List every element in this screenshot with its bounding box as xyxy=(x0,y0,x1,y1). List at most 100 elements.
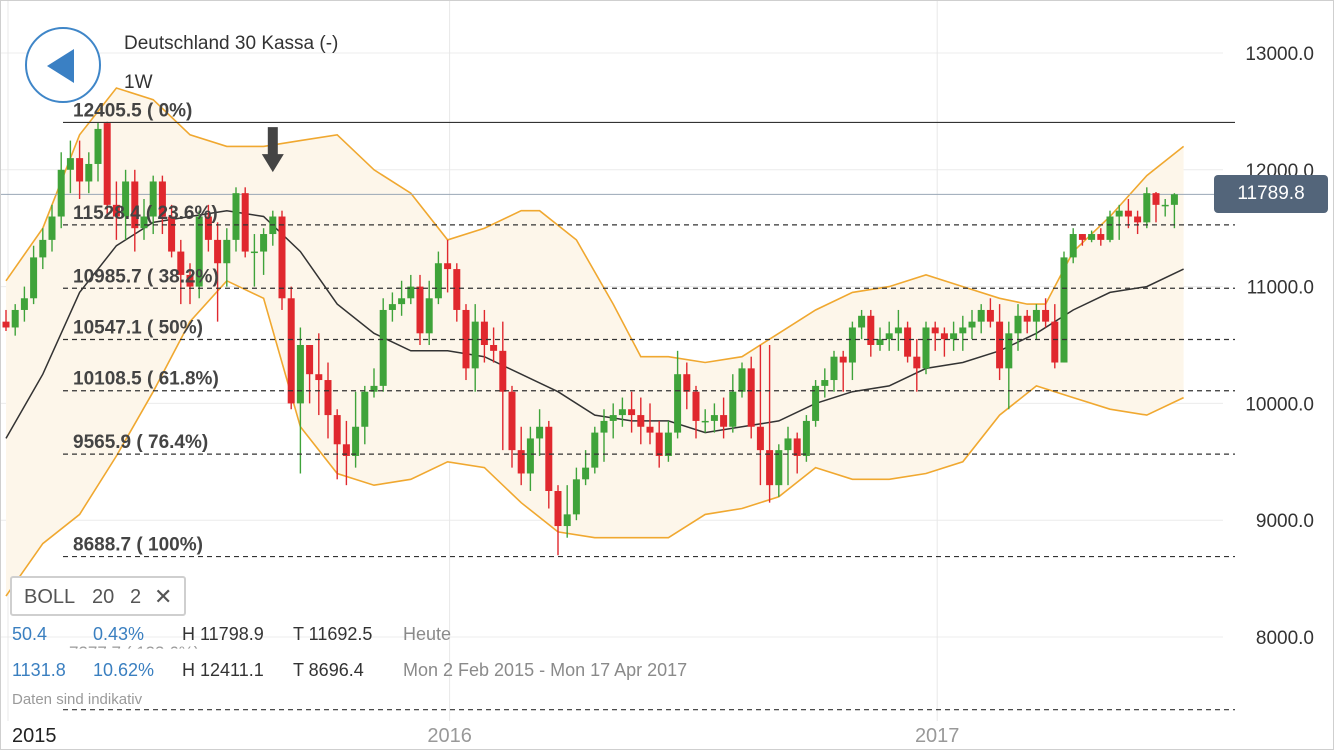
candle-down xyxy=(904,327,912,357)
candle-up xyxy=(802,420,810,456)
range-label: Mon 2 Feb 2015 - Mon 17 Apr 2017 xyxy=(403,660,688,680)
candle-down xyxy=(554,491,562,527)
candle-up xyxy=(94,128,102,164)
candle-up xyxy=(1106,216,1114,240)
candle-down xyxy=(1124,210,1132,217)
candle-up xyxy=(830,356,838,381)
candle-up xyxy=(140,216,148,229)
candle-up xyxy=(784,438,792,451)
candle-down xyxy=(692,391,700,421)
candle-up xyxy=(876,339,884,345)
today-label: Heute xyxy=(403,624,452,644)
y-tick-label: 13000.0 xyxy=(1245,44,1314,65)
candle-up xyxy=(664,432,672,456)
bollinger-middle-line xyxy=(5,209,1184,439)
close-x-icon[interactable]: ✕ xyxy=(154,584,173,609)
candle-up xyxy=(563,514,571,527)
candle-down xyxy=(342,444,350,456)
candle-down xyxy=(444,263,452,270)
today-change: 50.4 xyxy=(12,624,48,644)
candle-up xyxy=(388,304,396,310)
candle-up xyxy=(471,321,479,369)
candle-down xyxy=(1078,234,1086,240)
candle-up xyxy=(609,415,617,421)
indicator-stddev: 2 xyxy=(130,586,142,608)
candle-up xyxy=(1060,257,1068,363)
candle-down xyxy=(76,158,84,182)
candle-down xyxy=(655,432,663,456)
candle-down xyxy=(241,193,249,252)
candle-up xyxy=(1032,309,1040,322)
candle-down xyxy=(177,251,185,275)
candle-up xyxy=(11,309,19,328)
candle-down xyxy=(756,426,764,451)
candle-down xyxy=(508,391,516,451)
candle-down xyxy=(324,380,332,416)
candle-down xyxy=(416,286,424,334)
candle-up xyxy=(1143,193,1151,223)
bollinger-indicator-chip[interactable]: BOLL 20 2 ✕ xyxy=(10,576,186,616)
candle-down xyxy=(103,123,111,205)
candle-up xyxy=(950,333,958,340)
indicator-period: 20 xyxy=(92,586,115,608)
bollinger-upper-line xyxy=(5,87,1185,364)
range-percent: 10.62% xyxy=(93,660,155,680)
instrument-title: Deutschland 30 Kassa (-) xyxy=(124,33,339,54)
today-low: T 11692.5 xyxy=(293,624,373,644)
bollinger-band-fill xyxy=(6,88,1184,597)
candle-down xyxy=(839,356,847,363)
candle-up xyxy=(296,345,304,404)
plot-area xyxy=(1,1,1223,721)
candle-up xyxy=(885,333,893,340)
candle-up xyxy=(232,193,240,240)
candle-up xyxy=(1005,333,1013,369)
candle-up xyxy=(407,286,415,299)
candle-up xyxy=(1170,194,1178,205)
candle-up xyxy=(618,409,626,416)
candle-up xyxy=(66,158,74,170)
fib-label: 10985.7 ( 38.2%) xyxy=(73,266,219,287)
candle-down xyxy=(931,327,939,334)
candle-up xyxy=(250,251,258,254)
candle-up xyxy=(968,321,976,328)
candle-down xyxy=(204,216,212,240)
back-button[interactable] xyxy=(25,27,101,103)
disclaimer-text: Daten sind indikativ xyxy=(12,691,143,708)
x-tick-label: 2016 xyxy=(427,725,472,747)
candle-up xyxy=(710,415,718,421)
candle-down xyxy=(112,204,120,217)
x-tick-label: 2015 xyxy=(12,725,57,747)
candle-up xyxy=(674,374,682,433)
range-high: H 12411.1 xyxy=(182,660,264,680)
candle-down xyxy=(793,438,801,456)
candle-up xyxy=(149,181,157,217)
candle-up xyxy=(536,426,544,439)
candle-up xyxy=(30,257,38,299)
candle-down xyxy=(628,409,636,416)
candle-up xyxy=(821,380,829,386)
candle-up xyxy=(1088,234,1096,240)
candle-down xyxy=(517,450,525,474)
candle-up xyxy=(812,385,820,421)
fib-label: 11528.4 ( 23.6%) xyxy=(73,203,218,224)
candle-down xyxy=(766,450,774,486)
candle-up xyxy=(20,298,28,310)
candle-down xyxy=(287,298,295,404)
candle-down xyxy=(168,216,176,252)
candle-up xyxy=(922,327,930,369)
candle-down xyxy=(1152,193,1160,205)
candle-up xyxy=(1069,234,1077,258)
hidden-fib-label: 7377.7 ( 123.6%) xyxy=(69,643,200,662)
candle-down xyxy=(1051,321,1059,363)
candle-up xyxy=(352,426,360,456)
candle-up xyxy=(122,181,130,217)
candle-up xyxy=(775,450,783,486)
candle-up xyxy=(379,309,387,386)
candle-up xyxy=(738,368,746,392)
y-tick-label: 11000.0 xyxy=(1247,278,1314,299)
candle-down xyxy=(278,216,286,299)
interval-label[interactable]: 1W xyxy=(124,72,153,93)
today-high: H 11798.9 xyxy=(182,624,264,644)
